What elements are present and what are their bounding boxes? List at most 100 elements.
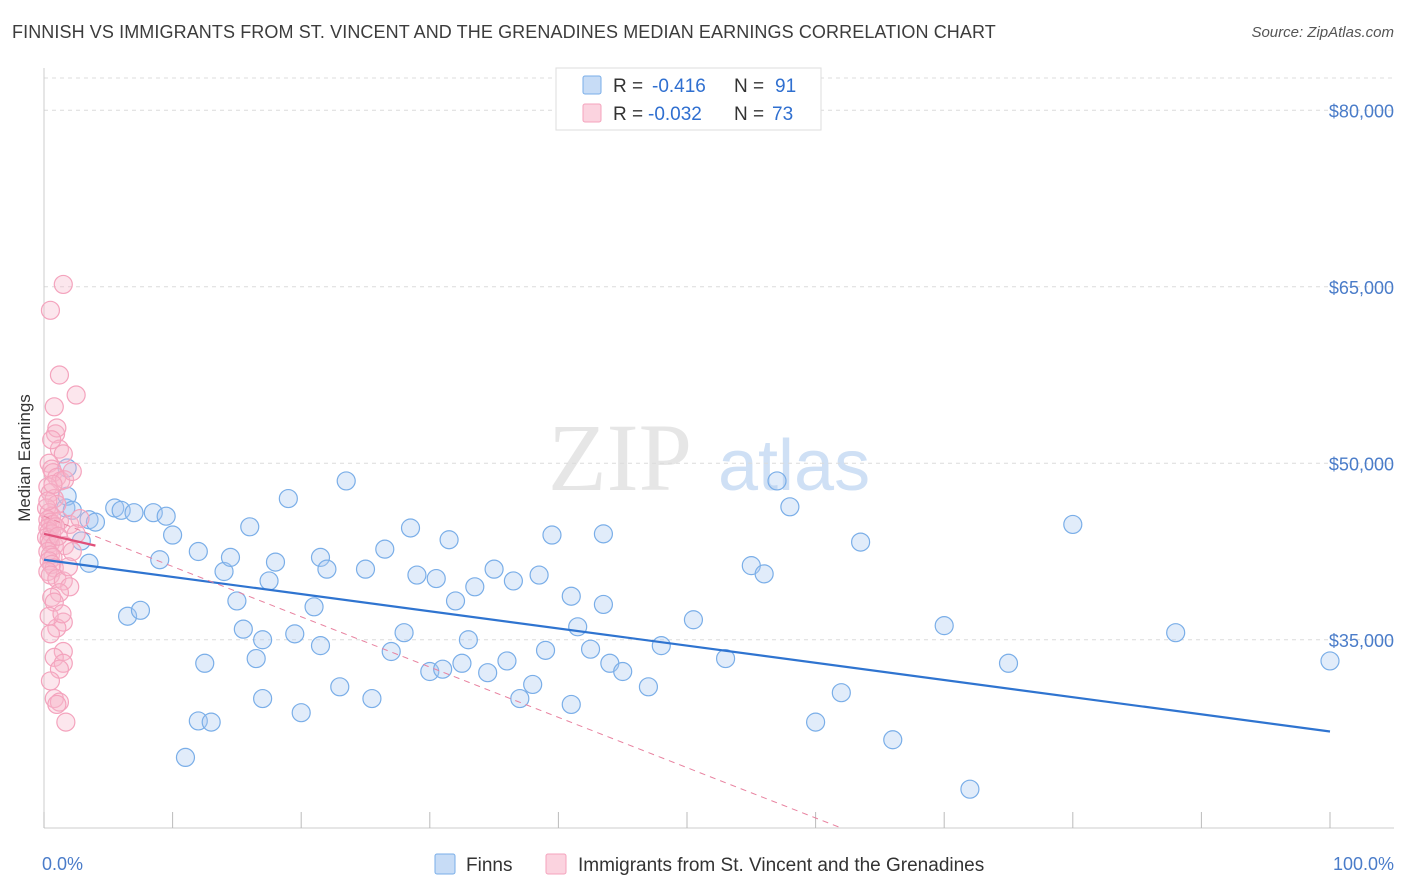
source-label: Source: ZipAtlas.com bbox=[1251, 24, 1394, 41]
bottom-legend-swatch-immigrants bbox=[545, 853, 567, 875]
finns-point bbox=[478, 663, 498, 683]
finns-point bbox=[439, 530, 459, 550]
finns-point bbox=[593, 524, 614, 544]
immigrants-point bbox=[56, 712, 76, 732]
y-tick-label: $35,000 bbox=[1329, 631, 1394, 651]
immigrants-point bbox=[44, 592, 64, 612]
finns-point bbox=[780, 497, 800, 517]
finns-point bbox=[124, 503, 144, 523]
finns-point bbox=[195, 653, 215, 673]
finns-point bbox=[278, 488, 298, 509]
finns-point bbox=[233, 619, 253, 639]
finns-point bbox=[265, 552, 286, 572]
finns-point bbox=[310, 636, 331, 656]
legend-r-value-2: -0.032 bbox=[648, 104, 702, 125]
legend-n-label-1: N = bbox=[734, 76, 764, 97]
finns-point bbox=[426, 568, 446, 589]
series-legend: Finns Immigrants from St. Vincent and th… bbox=[434, 853, 984, 876]
finns-point bbox=[214, 561, 234, 582]
finns-point bbox=[381, 641, 401, 662]
legend-n-value-2: 73 bbox=[772, 104, 793, 125]
finns-point bbox=[805, 712, 826, 732]
finns-point bbox=[163, 525, 183, 545]
immigrants-point bbox=[42, 430, 62, 450]
finns-point bbox=[638, 677, 659, 697]
finns-point bbox=[960, 779, 980, 799]
finns-point bbox=[568, 617, 588, 637]
finns-point bbox=[188, 541, 208, 562]
x-tick-max: 100.0% bbox=[1333, 854, 1394, 874]
gridlines bbox=[44, 77, 1394, 641]
legend-n-value-1: 91 bbox=[775, 76, 796, 97]
finns-point bbox=[683, 610, 704, 630]
finns-point bbox=[998, 653, 1019, 673]
finns-point bbox=[1166, 623, 1186, 643]
legend-swatch-immigrants bbox=[582, 103, 602, 123]
finns-point bbox=[523, 674, 543, 695]
immigrants-point bbox=[58, 557, 79, 577]
immigrants-point bbox=[54, 536, 75, 556]
immigrants-point bbox=[47, 694, 67, 715]
immigrants-point bbox=[44, 397, 64, 417]
y-axis-label: Median Earnings bbox=[15, 394, 34, 522]
finns-point bbox=[79, 553, 99, 573]
legend-r-value-1: -0.416 bbox=[652, 76, 706, 97]
finns-point bbox=[259, 571, 279, 591]
finns-point bbox=[715, 648, 736, 669]
legend-n-label-2: N = bbox=[734, 104, 764, 125]
finns-point bbox=[330, 677, 350, 697]
finns-point bbox=[445, 591, 466, 611]
trend-lines bbox=[43, 515, 1331, 829]
finns-point bbox=[150, 550, 170, 570]
immigrants-point bbox=[62, 461, 82, 482]
immigrants-point bbox=[47, 418, 67, 438]
finns-point bbox=[310, 547, 331, 567]
axes bbox=[43, 68, 1394, 829]
immigrants-point bbox=[54, 470, 75, 490]
stats-legend: R = -0.416 N = 91 R = -0.032 N = 73 bbox=[555, 67, 822, 131]
finns-point bbox=[651, 636, 671, 656]
immigrants-point bbox=[40, 671, 61, 691]
x-tick-min: 0.0% bbox=[42, 854, 83, 874]
finns-point bbox=[362, 688, 382, 709]
immigrants-point bbox=[62, 541, 82, 562]
finns-point bbox=[130, 600, 151, 620]
finns-point bbox=[220, 547, 241, 567]
immigrants-point bbox=[53, 274, 73, 295]
watermark-zip: ZIP bbox=[548, 404, 692, 511]
immigrants-point bbox=[38, 491, 58, 511]
finns-point bbox=[503, 571, 523, 591]
finns-point bbox=[291, 703, 311, 723]
finns-point bbox=[613, 661, 633, 682]
y-tick-labels: $35,000 $50,000 $65,000 $80,000 bbox=[1329, 101, 1394, 650]
immigrants-point bbox=[60, 514, 80, 535]
finns-point bbox=[767, 471, 787, 491]
immigrants-point bbox=[49, 365, 70, 385]
finns-point bbox=[529, 565, 549, 585]
finns-point bbox=[934, 616, 954, 636]
finns-point bbox=[400, 518, 421, 538]
finns-point bbox=[831, 683, 851, 703]
finns-trend-line bbox=[43, 558, 1331, 733]
finns-point bbox=[156, 506, 176, 526]
immigrants-point bbox=[60, 577, 80, 597]
finns-point bbox=[561, 586, 581, 606]
immigrants-point bbox=[40, 624, 61, 644]
finns-point bbox=[452, 653, 472, 673]
finns-point bbox=[85, 512, 106, 532]
finns-point bbox=[510, 688, 530, 709]
watermark-atlas: atlas bbox=[718, 426, 870, 506]
chart-title: FINNISH VS IMMIGRANTS FROM ST. VINCENT A… bbox=[12, 22, 996, 42]
finns-point bbox=[754, 564, 774, 584]
finns-point bbox=[304, 597, 324, 617]
finns-point bbox=[227, 591, 247, 611]
finns-point bbox=[1063, 514, 1083, 535]
finns-point bbox=[458, 630, 478, 650]
immigrants-point bbox=[70, 508, 90, 529]
bottom-legend-swatch-finns bbox=[434, 853, 456, 875]
finns-point bbox=[285, 624, 305, 644]
finns-point bbox=[484, 559, 504, 579]
finns-point bbox=[394, 623, 414, 643]
bottom-legend-immigrants: Immigrants from St. Vincent and the Gren… bbox=[578, 855, 984, 876]
